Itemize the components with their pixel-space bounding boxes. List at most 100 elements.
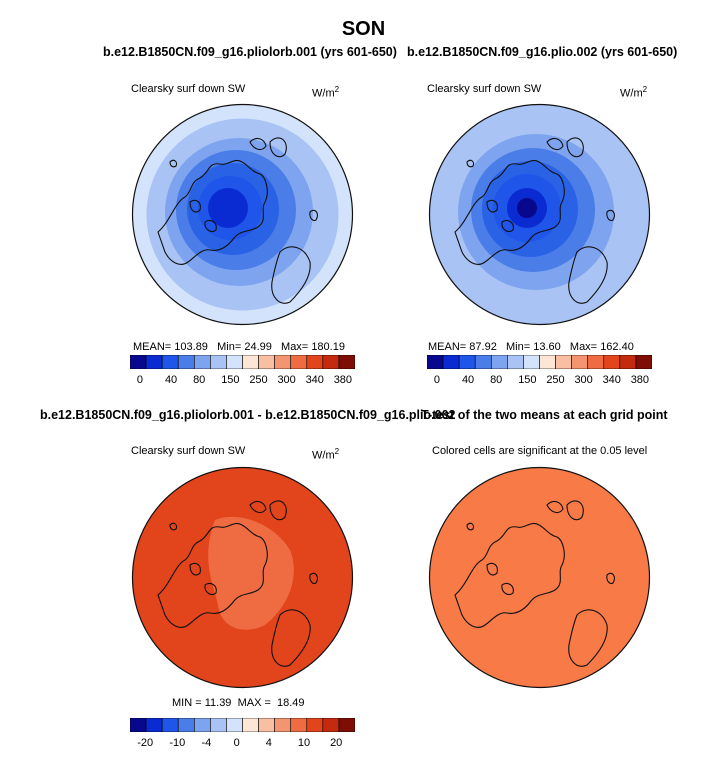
colorbar-swatch <box>338 355 355 369</box>
colorbar-swatch <box>145 718 163 732</box>
panel-1-map-border <box>131 103 354 326</box>
panel-4-map <box>428 466 651 689</box>
panel-1-variable: Clearsky surf down SW <box>131 83 246 95</box>
panel-1-colorbar <box>130 355 355 369</box>
colorbar-swatch <box>507 355 524 369</box>
colorbar-swatch <box>539 355 556 369</box>
colorbar-swatch <box>193 355 211 369</box>
colorbar-tick-label: 340 <box>602 374 621 386</box>
panel-3-map-border <box>131 466 354 689</box>
colorbar-tick-label: 80 <box>490 374 503 386</box>
panel-4-title: T-test of the two means at each grid poi… <box>421 408 668 422</box>
colorbar-tick-label: 150 <box>518 374 537 386</box>
colorbar-swatch <box>242 718 259 732</box>
colorbar-swatch <box>571 355 589 369</box>
panel-1-units: W/m2 <box>312 85 340 100</box>
colorbar-swatch <box>306 355 324 369</box>
panel-1-fill-ring-6 <box>208 188 248 228</box>
colorbar-swatch <box>226 355 243 369</box>
panel-4-fill <box>429 467 650 688</box>
colorbar-tick-label: 40 <box>461 374 475 386</box>
colorbar-swatch <box>555 355 572 369</box>
colorbar-tick-label: 0 <box>233 737 240 749</box>
colorbar-swatch <box>427 355 444 369</box>
panel-4-map-border <box>428 466 651 689</box>
colorbar-swatch <box>322 718 340 732</box>
panel-3-coastlines <box>157 500 318 667</box>
panel-2-title: b.e12.B1850CN.f09_g16.plio.002 (yrs 601-… <box>407 45 678 59</box>
panel-2-colorbar-labels: 0 40 80 150 250 300 340 380 <box>433 374 662 388</box>
panel-3-units: W/m2 <box>312 447 340 462</box>
colorbar-tick-label: -20 <box>137 737 154 749</box>
colorbar-swatch <box>130 718 147 732</box>
panel-3-colorbar-labels: -20 -10 -4 0 4 10 20 <box>137 737 365 751</box>
panel-4-coastlines <box>454 500 615 667</box>
panel-2-fill-ring-7 <box>517 198 537 218</box>
panel-4-note: Colored cells are significant at the 0.0… <box>432 445 648 457</box>
colorbar-tick-label: 40 <box>164 374 178 386</box>
panel-3-stats: MIN = 11.39 MAX = 18.49 <box>172 697 305 709</box>
colorbar-tick-label: 340 <box>305 374 324 386</box>
colorbar-swatch <box>338 718 355 732</box>
panel-2-variable: Clearsky surf down SW <box>427 83 542 95</box>
panel-1-stats: MEAN= 103.89 Min= 24.99 Max= 180.19 <box>133 341 345 353</box>
colorbar-tick-label: -4 <box>201 737 212 749</box>
panel-3-variable: Clearsky surf down SW <box>131 445 246 457</box>
colorbar-tick-label: 20 <box>330 737 343 749</box>
colorbar-tick-label: 300 <box>277 374 296 386</box>
panel-3-map <box>131 466 354 689</box>
colorbar-swatch <box>587 355 605 369</box>
colorbar-swatch <box>210 355 227 369</box>
panel-3-colorbar <box>130 718 355 732</box>
colorbar-tick-label: 380 <box>630 374 650 386</box>
colorbar-swatch <box>290 355 308 369</box>
colorbar-tick-label: 80 <box>193 374 206 386</box>
colorbar-swatch <box>474 355 492 369</box>
colorbar-swatch <box>177 355 195 369</box>
panel-2-map <box>428 103 651 326</box>
colorbar-swatch <box>161 355 179 369</box>
colorbar-swatch <box>193 718 211 732</box>
panel-3-fill-inner <box>208 516 294 630</box>
panel-1-coastlines <box>157 137 318 304</box>
colorbar-tick-label: 250 <box>546 374 565 386</box>
colorbar-swatch <box>145 355 163 369</box>
colorbar-swatch <box>635 355 652 369</box>
colorbar-tick-label: 380 <box>333 374 353 386</box>
colorbar-tick-label: 0 <box>433 374 440 386</box>
colorbar-swatch <box>274 718 292 732</box>
colorbar-swatch <box>306 718 324 732</box>
colorbar-swatch <box>258 718 275 732</box>
colorbar-swatch <box>258 355 275 369</box>
colorbar-tick-label: -10 <box>169 737 186 749</box>
panel-2-stats: MEAN= 87.92 Min= 13.60 Max= 162.40 <box>428 341 634 353</box>
colorbar-tick-label: 150 <box>221 374 240 386</box>
colorbar-swatch <box>603 355 621 369</box>
colorbar-swatch <box>226 718 243 732</box>
panel-1-colorbar-labels: 0 40 80 150 250 300 340 380 <box>136 374 365 388</box>
colorbar-swatch <box>177 718 195 732</box>
figure-title: SON <box>341 18 386 40</box>
colorbar-swatch <box>290 718 308 732</box>
colorbar-swatch <box>619 355 637 369</box>
colorbar-swatch <box>490 355 508 369</box>
panel-2-coastlines <box>454 137 615 304</box>
colorbar-swatch <box>242 355 259 369</box>
colorbar-swatch <box>210 718 227 732</box>
colorbar-tick-label: 10 <box>297 737 311 749</box>
panel-3-title: b.e12.B1850CN.f09_g16.pliolorb.001 - b.e… <box>40 408 456 422</box>
colorbar-swatch <box>130 355 147 369</box>
panel-2-map-border <box>428 103 651 326</box>
panel-1-map <box>131 103 354 326</box>
colorbar-tick-label: 0 <box>136 374 143 386</box>
colorbar-swatch <box>161 718 179 732</box>
panel-1-title: b.e12.B1850CN.f09_g16.pliolorb.001 (yrs … <box>103 45 397 59</box>
colorbar-swatch <box>442 355 460 369</box>
panel-2-units: W/m2 <box>620 85 648 100</box>
colorbar-tick-label: 250 <box>249 374 268 386</box>
colorbar-swatch <box>274 355 292 369</box>
colorbar-tick-label: 300 <box>574 374 593 386</box>
colorbar-tick-label: 4 <box>265 737 272 749</box>
colorbar-swatch <box>523 355 540 369</box>
panel-2-colorbar <box>427 355 652 369</box>
